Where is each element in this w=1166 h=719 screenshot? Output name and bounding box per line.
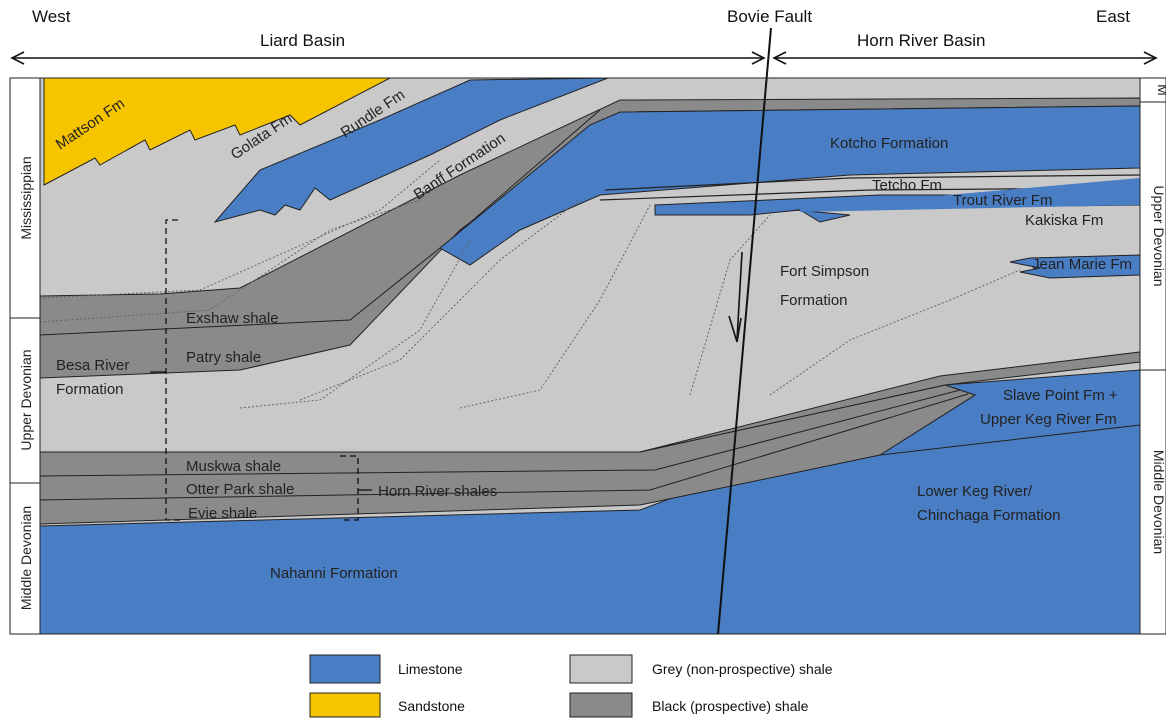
jean-marie-limestone [1009,254,1141,279]
kakiska-fill [800,178,1140,212]
kotcho-label: Kotcho Formation [830,135,948,152]
left-axis-middle-devonian-box [9,482,41,635]
legend-swatch-limestone [309,654,381,684]
bovie-fault-line [717,27,772,635]
rundle-limestone [213,77,609,223]
legend-label-black-shale: Black (prospective) shale [652,698,809,714]
fort-simpson-label-2: Formation [780,292,848,309]
bovie-fault-label: Bovie Fault [727,7,812,26]
exshaw-patry-contact [39,109,601,336]
otter-evie-contact [39,393,969,501]
legend-label-limestone: Limestone [398,661,463,677]
right-axis-upper-devonian: Upper Devonian [1151,185,1166,286]
trout-river-label: Trout River Fm [953,192,1052,209]
muskwa-label: Muskwa shale [186,458,281,475]
east-label: East [1096,7,1130,26]
besa-river-label-1: Besa River [56,357,129,374]
left-axis-middle-devonian: Middle Devonian [18,506,34,610]
horn-river-bracket [340,455,359,521]
right-axis-middle-devonian: Middle Devonian [1151,450,1166,554]
left-axis-mississippian: Mississippian [18,156,34,239]
tetcho-label: Tetcho Fm [872,177,942,194]
left-axis-upper-devonian-box [9,317,41,484]
slave-point-label-1: Slave Point Fm + [1003,387,1118,404]
right-axis-middle-devonian-box [1139,369,1166,635]
liard-arrow-right-head [751,51,766,65]
kotcho-limestone [439,105,1141,266]
kakiska-label: Kakiska Fm [1025,212,1103,229]
legend-label-grey-shale: Grey (non-prospective) shale [652,661,833,677]
left-axis-upper-devonian: Upper Devonian [18,349,34,450]
legend-swatch-grey-shale [569,654,633,684]
lower-keg-label-2: Chinchaga Formation [917,507,1060,524]
legend-label-sandstone: Sandstone [398,698,465,714]
muskwa-otter-contact [39,389,961,477]
downthrow-arrow-shaft [736,251,743,341]
right-axis-m: M [1155,84,1166,96]
legend: Limestone Sandstone Grey (non-prospectiv… [309,654,833,718]
patry-label: Patry shale [186,349,261,366]
fort-simpson-clinoforms [39,159,1021,409]
legend-swatch-sandstone [309,692,381,718]
besa-river-label-2: Formation [56,381,124,398]
legend-swatch-black-shale [569,692,633,718]
west-label: West [32,7,71,26]
besa-river-bracket [165,219,180,521]
horn-arrow-left-head [772,51,787,65]
otter-park-label: Otter Park shale [186,481,294,498]
horn-arrow-right-head [1143,51,1158,65]
liard-arrow-left-head [10,51,25,65]
mattson-sandstone [43,77,391,186]
liard-basin-label: Liard Basin [260,31,345,50]
downthrow-arrowhead [728,315,742,343]
evie-label: Evie shale [188,505,257,522]
horn-river-basin-label: Horn River Basin [857,31,986,50]
exshaw-label: Exshaw shale [186,310,279,327]
left-axis-mississippian-box [9,77,41,319]
lower-keg-label-1: Lower Keg River/ [917,483,1033,500]
slave-point-label-2: Upper Keg River Fm [980,411,1117,428]
fort-simpson-label-1: Fort Simpson [780,263,869,280]
horn-river-shales-label: Horn River shales [378,483,497,500]
jean-marie-label: Jean Marie Fm [1032,256,1132,273]
tetcho-line [604,174,1141,191]
nahanni-label: Nahanni Formation [270,565,398,582]
